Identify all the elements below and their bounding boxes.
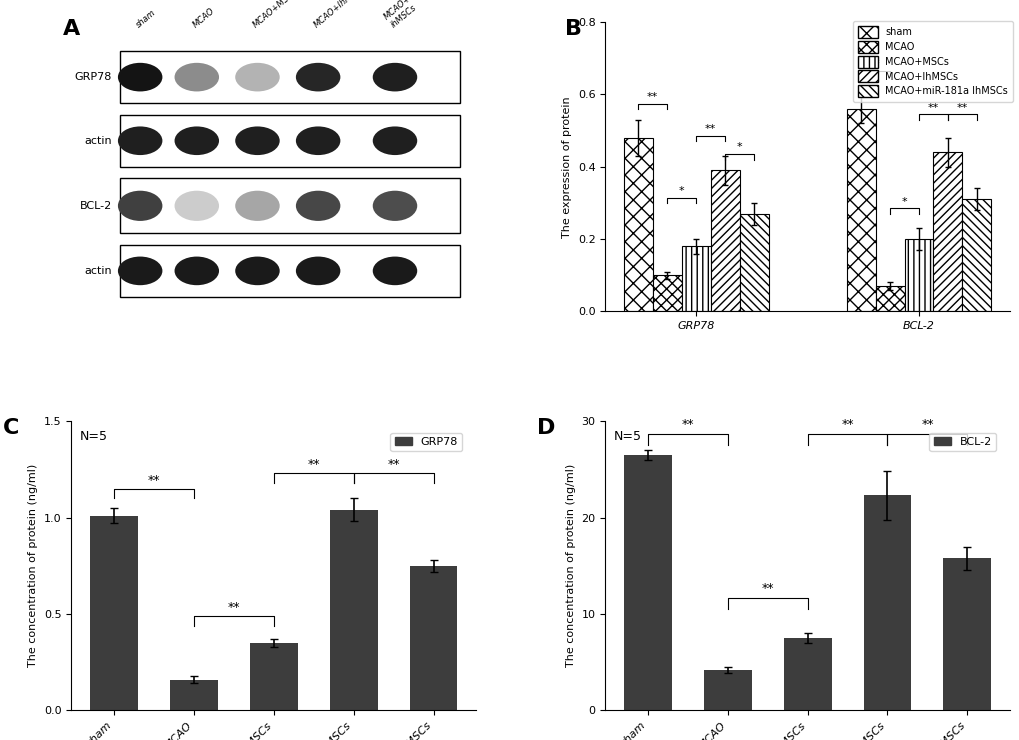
Bar [863,496,911,710]
Bar [169,679,217,710]
Y-axis label: The concentration of protein (ng/ml): The concentration of protein (ng/ml) [29,464,39,667]
Text: *: * [736,142,742,152]
Bar [681,246,710,312]
Bar [250,643,298,710]
Text: C: C [3,418,19,438]
Text: BCL-2: BCL-2 [79,201,112,211]
Text: B: B [565,19,581,39]
Bar [623,455,671,710]
Text: actin: actin [85,266,112,276]
Ellipse shape [296,191,340,221]
Text: N=5: N=5 [612,430,641,443]
Legend: BCL-2: BCL-2 [928,433,996,451]
Legend: sham, MCAO, MCAO+MSCs, MCAO+IhMSCs, MCAO+miR-181a IhMSCs: sham, MCAO, MCAO+MSCs, MCAO+IhMSCs, MCAO… [853,21,1012,102]
Text: **: ** [841,418,853,431]
Bar [739,214,767,312]
Bar [943,558,990,710]
Ellipse shape [235,257,279,285]
Ellipse shape [174,63,219,92]
Text: A: A [63,19,81,39]
Text: **: ** [869,59,880,69]
Text: **: ** [681,418,693,431]
Text: MCAO+miR-181a
ihMSCs: MCAO+miR-181a ihMSCs [382,0,450,30]
Text: **: ** [387,458,399,471]
Ellipse shape [372,63,417,92]
Bar [874,286,904,312]
Ellipse shape [235,191,279,221]
Ellipse shape [174,257,219,285]
Bar [710,170,739,312]
Bar [904,239,932,312]
Text: **: ** [927,103,938,112]
Text: GRP78: GRP78 [74,72,112,82]
Text: N=5: N=5 [79,430,107,443]
Bar [623,138,652,312]
Ellipse shape [118,127,162,155]
Text: MCAO+MSCs: MCAO+MSCs [252,0,300,30]
Text: **: ** [646,92,657,101]
Ellipse shape [372,127,417,155]
Text: MCAO+IhMSCs: MCAO+IhMSCs [312,0,366,30]
Bar [962,199,990,312]
Text: **: ** [956,103,967,112]
Text: **: ** [704,124,715,134]
Bar [652,275,681,312]
Text: actin: actin [85,135,112,146]
Bar [846,109,874,312]
Bar [410,566,458,710]
Bar [703,670,751,710]
Text: sham: sham [135,8,158,30]
Y-axis label: The concentration of protein (ng/ml): The concentration of protein (ng/ml) [566,464,576,667]
Ellipse shape [296,257,340,285]
Text: D: D [536,418,554,438]
Y-axis label: The expression of protein: The expression of protein [561,96,572,238]
Text: *: * [679,186,684,195]
Ellipse shape [118,191,162,221]
Bar [932,152,962,312]
Ellipse shape [174,191,219,221]
Ellipse shape [118,63,162,92]
Text: **: ** [920,418,932,431]
Ellipse shape [174,127,219,155]
Text: **: ** [307,458,320,471]
Text: **: ** [148,474,160,487]
Bar [120,115,460,166]
Bar [120,51,460,103]
Bar [783,638,830,710]
Ellipse shape [235,127,279,155]
Text: MCAO: MCAO [191,6,216,30]
Bar [120,245,460,297]
Legend: GRP78: GRP78 [390,433,462,451]
Ellipse shape [118,257,162,285]
Text: **: ** [227,601,239,614]
Text: *: * [901,197,907,206]
Bar [329,510,377,710]
Ellipse shape [296,127,340,155]
Text: **: ** [760,582,773,595]
Ellipse shape [372,191,417,221]
Ellipse shape [296,63,340,92]
Bar [120,178,460,233]
Ellipse shape [372,257,417,285]
Ellipse shape [235,63,279,92]
Bar [90,516,138,710]
